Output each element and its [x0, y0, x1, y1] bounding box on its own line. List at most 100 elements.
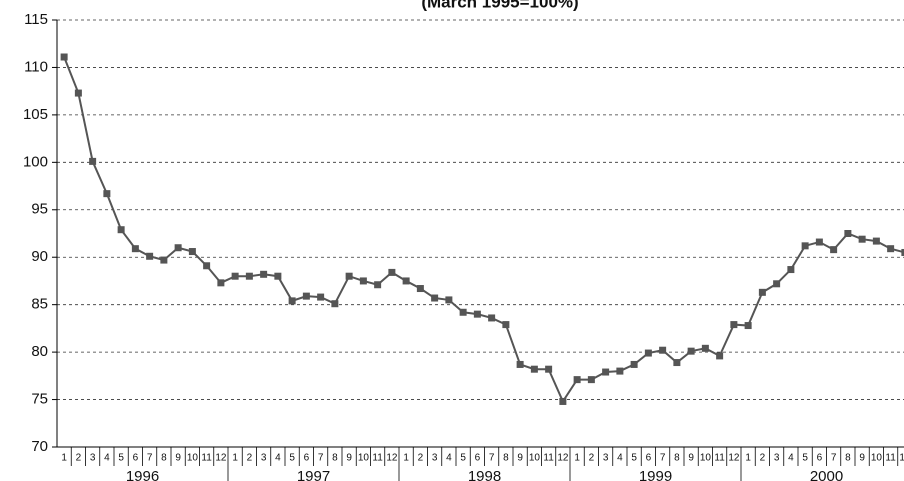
marker — [502, 321, 510, 329]
marker — [630, 360, 638, 368]
marker — [559, 397, 567, 405]
marker — [388, 268, 396, 276]
y-tick-label: 100 — [23, 153, 48, 170]
line — [63, 56, 904, 404]
x-tick-label: 10 — [871, 453, 883, 464]
x-tick-label: 4 — [275, 453, 281, 464]
x-tick-label: 9 — [346, 453, 352, 464]
marker — [901, 248, 904, 256]
x-tick-label: 1 — [403, 453, 409, 464]
x-tick-label: 8 — [161, 453, 167, 464]
x-tick-label: 5 — [460, 453, 466, 464]
year-label: 1999 — [639, 468, 672, 481]
marker — [231, 272, 239, 280]
marker — [203, 262, 211, 270]
y-tick-label: 95 — [31, 201, 48, 218]
x-tick-label: 10 — [187, 453, 199, 464]
marker — [687, 347, 695, 355]
x-tick-label: 11 — [201, 453, 212, 464]
marker — [60, 53, 68, 61]
x-tick-label: 3 — [261, 453, 267, 464]
x-tick-label: 2 — [760, 453, 766, 464]
x-tick-label: 8 — [845, 453, 851, 464]
x-tick-label: 1 — [232, 453, 238, 464]
marker — [431, 294, 439, 302]
x-tick-label: 12 — [899, 453, 904, 464]
x-tick-label: 2 — [247, 453, 253, 464]
marker — [160, 256, 168, 264]
year-label: 1996 — [126, 468, 159, 481]
x-tick-label: 7 — [660, 453, 666, 464]
marker — [274, 272, 282, 280]
year-label: 2000 — [810, 468, 843, 481]
marker — [887, 245, 895, 253]
x-tick-label: 1 — [745, 453, 751, 464]
marker — [488, 314, 496, 322]
marker — [174, 244, 182, 252]
x-tick-label: 8 — [332, 453, 338, 464]
marker — [830, 246, 838, 254]
x-tick-label: 5 — [631, 453, 637, 464]
marker — [815, 238, 823, 246]
marker — [260, 270, 268, 278]
x-tick-label: 1 — [574, 453, 580, 464]
marker — [744, 322, 752, 330]
marker — [573, 376, 581, 384]
x-tick-label: 7 — [318, 453, 324, 464]
marker — [89, 157, 97, 165]
x-tick-label: 7 — [489, 453, 495, 464]
x-tick-label: 1 — [61, 453, 67, 464]
marker — [331, 300, 339, 308]
marker — [858, 235, 866, 243]
x-tick-label: 9 — [517, 453, 523, 464]
marker — [416, 285, 424, 293]
y-tick-label: 70 — [31, 438, 48, 455]
y-tick-label: 115 — [24, 11, 48, 28]
marker — [545, 365, 553, 373]
x-tick-label: 8 — [674, 453, 680, 464]
marker — [317, 293, 325, 301]
x-tick-label: 9 — [688, 453, 694, 464]
marker — [644, 349, 652, 357]
x-tick-label: 2 — [589, 453, 595, 464]
y-tick-label: 90 — [31, 248, 48, 265]
x-tick-label: 3 — [90, 453, 96, 464]
x-tick-label: 6 — [817, 453, 823, 464]
marker — [844, 230, 852, 237]
marker — [616, 367, 624, 375]
marker — [103, 190, 111, 198]
x-tick-label: 8 — [503, 453, 509, 464]
x-tick-label: 4 — [446, 453, 452, 464]
marker — [530, 365, 538, 373]
marker — [516, 360, 524, 368]
x-tick-label: 2 — [76, 453, 82, 464]
x-tick-label: 11 — [885, 453, 896, 464]
marker — [459, 308, 467, 316]
x-tick-label: 5 — [289, 453, 295, 464]
x-tick-label: 10 — [358, 453, 370, 464]
x-tick-label: 11 — [543, 453, 554, 464]
x-tick-label: 4 — [788, 453, 794, 464]
marker — [117, 226, 125, 234]
marker — [131, 245, 139, 253]
x-tick-label: 12 — [557, 453, 569, 464]
marker — [659, 346, 667, 354]
x-tick-label: 12 — [215, 453, 227, 464]
x-tick-label: 9 — [859, 453, 865, 464]
marker — [730, 321, 738, 329]
x-tick-label: 12 — [728, 453, 740, 464]
x-tick-label: 5 — [118, 453, 124, 464]
x-tick-label: 9 — [175, 453, 181, 464]
x-tick-label: 7 — [147, 453, 153, 464]
y-tick-label: 110 — [24, 58, 48, 75]
marker — [872, 237, 880, 245]
marker — [374, 281, 382, 289]
year-label: 1997 — [297, 468, 330, 481]
y-tick-label: 75 — [31, 391, 48, 408]
marker — [345, 272, 353, 280]
x-tick-label: 11 — [714, 453, 725, 464]
x-tick-label: 3 — [603, 453, 609, 464]
marker — [673, 359, 681, 367]
marker — [587, 376, 595, 384]
